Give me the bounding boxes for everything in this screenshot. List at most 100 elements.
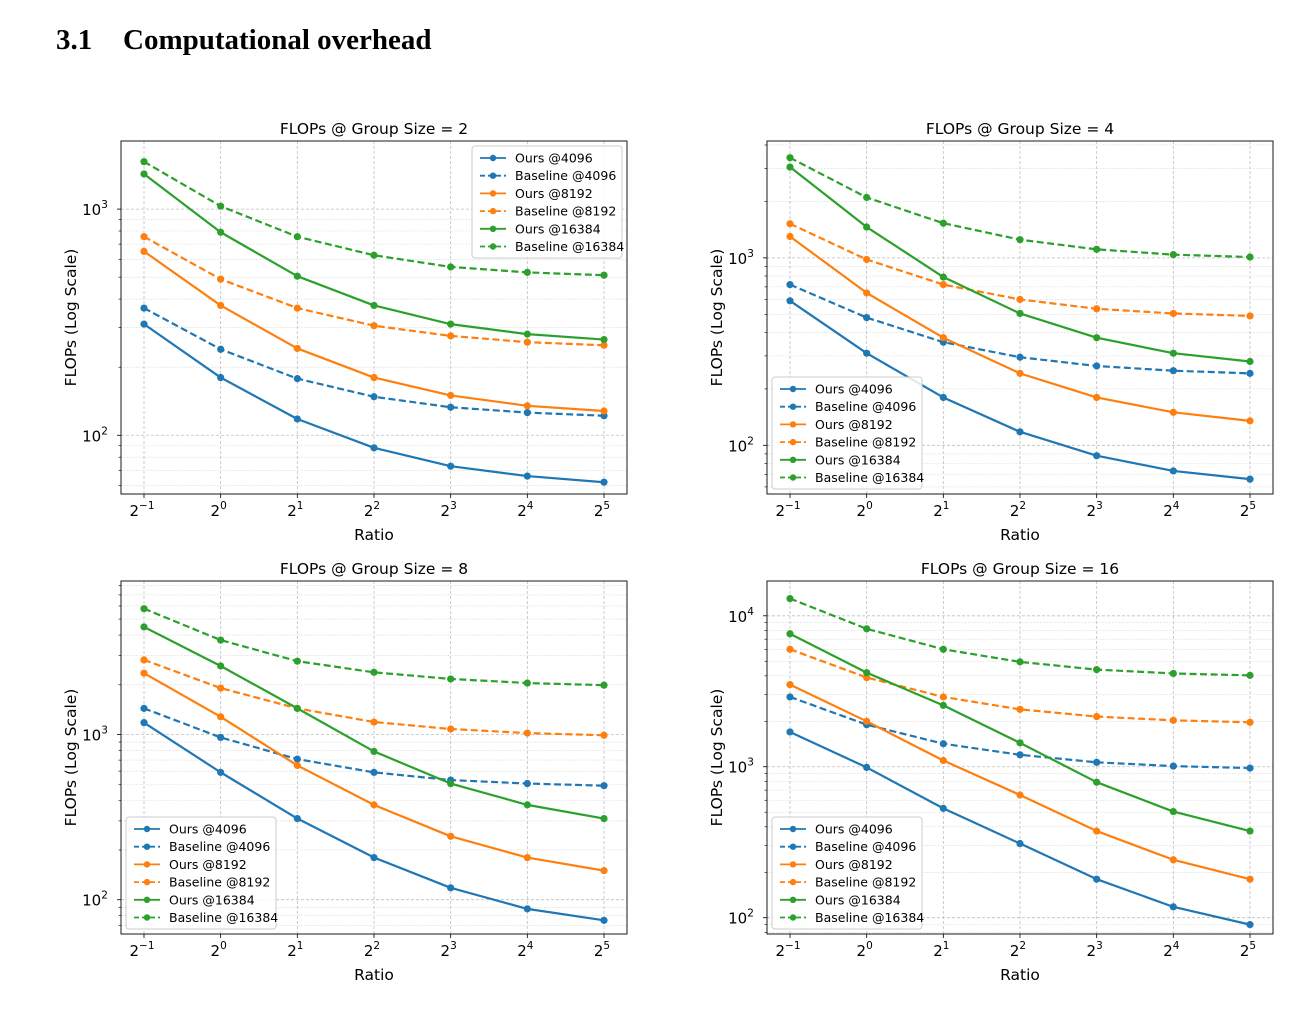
legend-swatch-marker — [143, 825, 151, 833]
x-tick-exponent: 3 — [450, 940, 457, 952]
data-point — [293, 375, 301, 383]
data-point — [370, 747, 378, 756]
x-tick-label: 2−1 — [775, 940, 800, 960]
y-tick-exponent: 2 — [101, 890, 108, 902]
data-point — [600, 335, 608, 344]
x-tick-exponent: 5 — [1249, 940, 1256, 952]
data-point — [1169, 349, 1177, 357]
y-axis-label: FLOPs (Log Scale) — [62, 689, 80, 827]
data-point — [1093, 875, 1101, 883]
data-point — [1016, 309, 1024, 318]
chart-title: FLOPs @ Group Size = 2 — [280, 120, 468, 138]
axes-frame — [766, 580, 1274, 935]
x-tick-base: 2 — [129, 942, 139, 960]
data-point — [939, 693, 947, 701]
y-tick-base: 10 — [728, 759, 747, 777]
x-tick-label: 21 — [933, 500, 949, 520]
y-tick-exponent: 2 — [747, 908, 754, 920]
data-point — [1246, 312, 1254, 320]
data-point — [939, 740, 947, 748]
data-point — [140, 623, 148, 631]
legend: Ours @4096 Baseline @4096 Ours @8192 Baseli… — [471, 145, 624, 259]
data-point — [939, 804, 947, 812]
x-tick-label: 22 — [364, 500, 380, 520]
data-point — [140, 719, 148, 727]
data-point — [447, 403, 455, 411]
legend-swatch-marker — [789, 843, 797, 850]
data-point — [370, 718, 378, 726]
data-point — [447, 725, 455, 733]
data-point — [370, 301, 378, 310]
data-point — [447, 332, 455, 340]
x-tick-exponent: 3 — [1096, 500, 1103, 512]
x-tick-label: 20 — [857, 500, 873, 520]
legend-label: Baseline @8192 — [815, 435, 916, 450]
x-tick-exponent: −1 — [139, 500, 154, 512]
x-tick-base: 2 — [1163, 942, 1173, 960]
x-tick-base: 2 — [594, 502, 604, 520]
legend-label: Ours @8192 — [815, 417, 893, 432]
data-point — [1246, 718, 1254, 726]
data-point — [293, 657, 301, 665]
data-point — [786, 280, 794, 289]
data-point — [140, 170, 148, 178]
data-point — [370, 393, 378, 401]
data-point — [370, 768, 378, 776]
data-point — [140, 656, 148, 664]
data-point — [217, 345, 225, 353]
x-tick-exponent: 3 — [1096, 940, 1103, 952]
series-ours-16384 — [140, 623, 608, 823]
x-tick-exponent: 4 — [527, 940, 534, 952]
data-point — [523, 905, 531, 913]
x-axis-label: Ratio — [1000, 526, 1040, 544]
data-point — [293, 755, 301, 763]
series-ours-8192 — [140, 669, 608, 875]
data-point — [1169, 309, 1177, 318]
legend-swatch-marker — [489, 190, 497, 197]
data-point — [939, 273, 947, 281]
series-baseline-16384 — [786, 154, 1254, 261]
legend-label: Ours @16384 — [815, 892, 901, 907]
series-ours-4096 — [786, 297, 1254, 483]
legend-swatch-marker — [489, 154, 497, 162]
x-tick-base: 2 — [441, 942, 451, 960]
x-tick-label: 20 — [857, 940, 873, 960]
data-point — [939, 701, 947, 709]
legend-swatch-marker — [143, 914, 151, 921]
x-tick-label: 24 — [1163, 940, 1180, 960]
data-point — [523, 268, 531, 276]
data-point — [863, 314, 871, 322]
series-ours-16384 — [786, 630, 1254, 835]
x-tick-label: 20 — [211, 500, 227, 520]
data-point — [293, 814, 301, 823]
section-number: 3.1 — [56, 24, 93, 56]
data-point — [1016, 739, 1024, 747]
data-point — [523, 402, 531, 410]
x-tick-base: 2 — [517, 502, 527, 520]
y-axis-label: FLOPs (Log Scale) — [708, 249, 726, 387]
data-point — [1016, 295, 1024, 304]
data-point — [1246, 764, 1254, 772]
data-point — [1016, 658, 1024, 666]
data-point — [140, 320, 148, 328]
legend-swatch-marker — [789, 474, 797, 481]
data-point — [863, 255, 871, 264]
x-tick-exponent: 0 — [220, 940, 227, 952]
x-tick-exponent: 0 — [866, 940, 873, 952]
data-point — [370, 853, 378, 862]
series-ours-16384 — [140, 170, 608, 344]
x-tick-base: 2 — [1010, 502, 1020, 520]
data-point — [1246, 827, 1254, 835]
data-point — [939, 334, 947, 342]
data-point — [523, 801, 531, 809]
x-tick-label: 22 — [1010, 940, 1026, 960]
legend-label: Baseline @4096 — [169, 839, 270, 854]
x-tick-exponent: 4 — [1173, 940, 1180, 952]
x-tick-base: 2 — [441, 502, 451, 520]
legend-label: Baseline @16384 — [169, 910, 278, 925]
data-point — [140, 304, 148, 312]
x-tick-label: 24 — [517, 500, 534, 520]
data-point — [1246, 357, 1254, 366]
data-point — [600, 867, 608, 875]
y-tick-exponent: 3 — [101, 725, 108, 737]
